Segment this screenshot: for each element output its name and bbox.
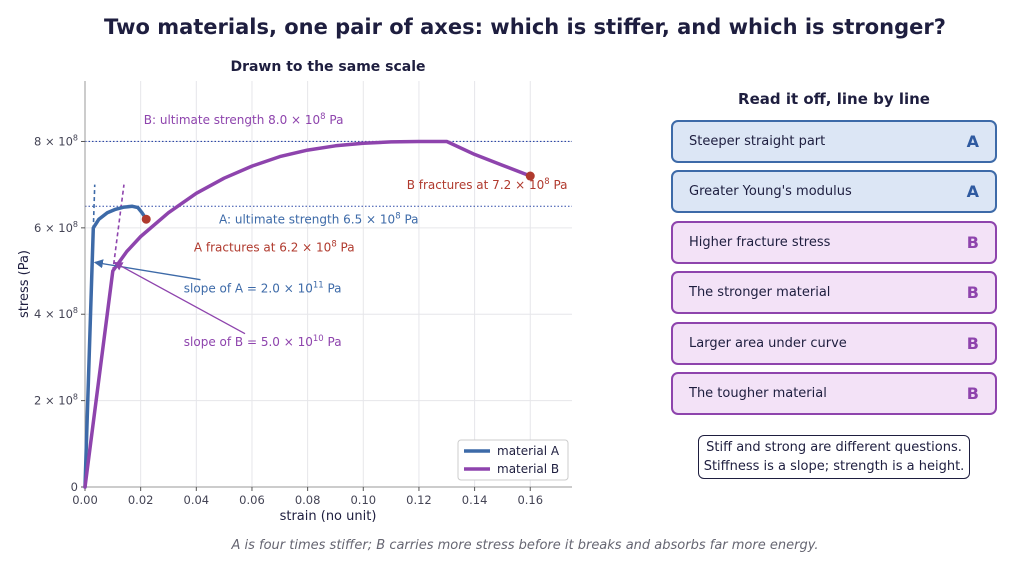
row-label: The stronger material <box>689 285 831 301</box>
series-line-material-a <box>83 204 148 489</box>
row-answer: B <box>966 333 979 353</box>
comparison-row: Greater Young's modulus A <box>671 170 997 214</box>
y-tick-label: 6 × 108 <box>34 220 78 235</box>
row-label: The tougher material <box>689 385 827 401</box>
x-tick-label: 0.16 <box>517 493 543 507</box>
x-tick-label: 0.08 <box>295 493 321 507</box>
row-label: Larger area under curve <box>689 335 847 351</box>
legend-label-b: material B <box>497 462 559 476</box>
slope-arrow <box>113 261 246 335</box>
panel-title: Read it off, line by line <box>738 90 930 108</box>
x-tick-label: 0.12 <box>406 493 432 507</box>
x-tick-label: 0.00 <box>72 493 98 507</box>
comparison-row: The stronger material B <box>671 271 997 315</box>
chart-annotation: A fractures at 6.2 × 108 Pa <box>194 240 355 255</box>
row-answer: B <box>966 232 979 252</box>
y-axis-label: stress (Pa) <box>17 250 32 318</box>
chart-annotation: A: ultimate strength 6.5 × 108 Pa <box>219 212 418 227</box>
comparison-row: The tougher material B <box>671 371 997 415</box>
chart-legend: material A material B <box>457 439 569 481</box>
x-axis-label: strain (no unit) <box>280 509 377 524</box>
stress-strain-chart: Drawn to the same scale 0.00 0.02 0.04 0.06… <box>17 59 572 524</box>
series-line-material-b <box>83 139 533 489</box>
fracture-point <box>141 214 151 224</box>
x-tick-label: 0.14 <box>462 493 488 507</box>
y-tick-label: 2 × 108 <box>34 393 78 408</box>
row-answer: A <box>966 132 979 151</box>
y-tick-label: 8 × 108 <box>34 133 78 148</box>
y-tick-label: 4 × 108 <box>34 306 78 321</box>
chart-annotation: B fractures at 7.2 × 108 Pa <box>407 177 568 192</box>
footer-caption: A is four times stiffer; B carries more … <box>231 538 819 553</box>
x-tick-label: 0.02 <box>128 493 154 507</box>
x-tick-label: 0.10 <box>350 493 376 507</box>
comparison-row: Higher fracture stress B <box>671 220 997 264</box>
chart-annotation: slope of B = 5.0 × 1010 Pa <box>184 334 342 349</box>
page-title: Two materials, one pair of axes: which i… <box>104 15 946 39</box>
summary-note: Stiff and strong are different questions… <box>698 435 970 479</box>
chart-title: Drawn to the same scale <box>230 59 425 75</box>
comparison-row: Larger area under curve B <box>671 321 997 365</box>
row-answer: A <box>966 182 979 202</box>
row-answer: B <box>966 283 979 303</box>
slope-arrow <box>93 259 201 281</box>
note-line: Stiff and strong are different questions… <box>706 440 962 455</box>
chart-annotation: B: ultimate strength 8.0 × 108 Pa <box>144 112 344 127</box>
comparison-table: Steeper straight part A Greater Young's … <box>671 120 997 422</box>
x-tick-label: 0.06 <box>239 493 265 507</box>
row-label: Steeper straight part <box>689 134 826 149</box>
comparison-row: Steeper straight part A <box>671 120 997 163</box>
legend-label-a: material A <box>497 444 560 458</box>
fracture-point <box>525 171 535 181</box>
row-label: Greater Young's modulus <box>689 184 852 200</box>
tangent-line <box>112 184 125 272</box>
row-answer: B <box>966 383 979 403</box>
x-tick-label: 0.04 <box>184 493 210 507</box>
note-line: Stiffness is a slope; strength is a heig… <box>703 459 965 474</box>
y-tick-label: 0 <box>71 480 78 494</box>
row-label: Higher fracture stress <box>689 234 831 250</box>
chart-annotation: slope of A = 2.0 × 1011 Pa <box>184 281 342 296</box>
